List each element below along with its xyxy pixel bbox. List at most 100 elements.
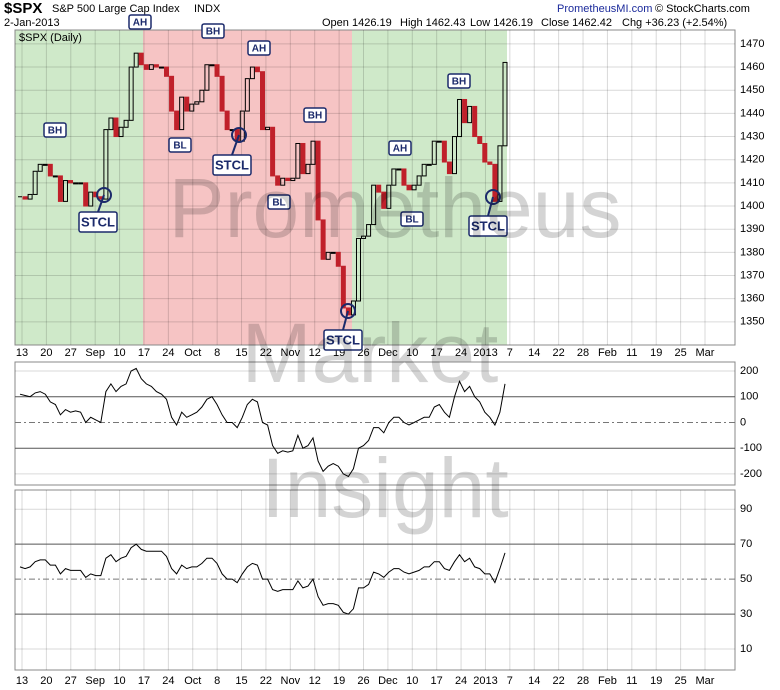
x-tick-label: Oct (184, 675, 201, 687)
callout-line (97, 194, 105, 213)
annotation-label: STCL (215, 157, 249, 172)
x-tick-label: 24 (455, 347, 467, 359)
x-tick-label: 17 (431, 675, 443, 687)
callout-line (487, 196, 494, 217)
candle (265, 126, 271, 131)
candle (260, 71, 265, 131)
quote: Open 1426.19 (322, 17, 392, 29)
annotation: STCL (468, 215, 508, 237)
annotation-label: STCL (326, 332, 360, 347)
x-tick-label: Nov (281, 347, 301, 359)
annotation-box (128, 14, 152, 30)
candle (361, 235, 367, 239)
candle (153, 64, 159, 68)
annotation-box (267, 194, 291, 210)
x-tick-label: Dec (378, 675, 398, 687)
x-tick-label: 25 (674, 675, 686, 687)
candle (305, 163, 311, 175)
candle (502, 61, 508, 147)
candle (467, 105, 473, 124)
y-tick-label: 50 (740, 573, 752, 585)
watermark: Insight (261, 441, 509, 535)
annotation: BL (267, 194, 291, 210)
x-tick-label: 19 (650, 675, 662, 687)
candle (386, 184, 392, 209)
candle (52, 175, 58, 178)
x-tick-label: Nov (281, 675, 301, 687)
exchange: INDX (194, 3, 221, 15)
candle (285, 177, 291, 182)
candle (295, 142, 301, 179)
candle (391, 168, 397, 186)
annotation-label: BL (173, 141, 186, 152)
indicator-line (19, 367, 506, 478)
annotation-label: STCL (471, 218, 505, 233)
callout-circle (485, 189, 501, 205)
annotation-box (168, 137, 192, 153)
quote: High 1462.43 (400, 17, 465, 29)
callout-circle (96, 187, 112, 203)
candle (275, 175, 281, 186)
candle (406, 184, 412, 191)
quote: Low 1426.19 (470, 17, 533, 29)
source[interactable]: PrometheusMI.com (557, 3, 652, 15)
candle (310, 140, 316, 165)
y-tick-label: 1350 (740, 316, 764, 328)
x-tick-label: 27 (65, 347, 77, 359)
candle (421, 163, 427, 177)
x-tick-label: 20 (40, 347, 52, 359)
candle (446, 161, 452, 175)
x-tick-label: 20 (40, 675, 52, 687)
candle (103, 129, 109, 200)
candle (209, 64, 215, 67)
x-tick-label: 10 (406, 675, 418, 687)
panel-frame (14, 29, 736, 346)
indicator-line (19, 543, 506, 615)
panel-frame (14, 361, 736, 486)
candle (315, 140, 321, 221)
x-tick-label: 22 (553, 675, 565, 687)
candle (477, 136, 483, 144)
candle (254, 66, 260, 73)
annotation-box (43, 122, 67, 138)
callout-circle (340, 303, 356, 319)
candle (143, 64, 149, 70)
x-tick-label: 17 (138, 675, 150, 687)
callout-line (342, 310, 349, 331)
candle (457, 98, 463, 138)
x-tick-label: Sep (85, 675, 105, 687)
y-tick-label: 100 (740, 391, 758, 403)
candle (78, 182, 84, 185)
x-tick-label: 22 (260, 675, 272, 687)
annotation: BH (201, 23, 225, 39)
y-tick-label: 1420 (740, 154, 764, 166)
x-tick-label: 11 (626, 347, 637, 359)
annotation-label: BL (405, 215, 418, 226)
candle (123, 119, 129, 128)
candle (340, 265, 346, 309)
candle (169, 75, 175, 112)
candle (118, 126, 124, 138)
candle (164, 66, 170, 77)
candle (290, 177, 296, 182)
annotation-label: BH (452, 77, 466, 88)
candle (482, 142, 488, 163)
candle (416, 175, 422, 186)
x-tick-label: Oct (184, 347, 201, 359)
x-tick-label: 19 (650, 347, 662, 359)
x-tick-label: 22 (553, 347, 565, 359)
y-tick-label: 1380 (740, 246, 764, 258)
candle (32, 170, 38, 195)
candle (113, 117, 119, 138)
annotation-label: AH (133, 18, 147, 29)
x-tick-label: 11 (626, 675, 637, 687)
y-tick-label: 1390 (740, 223, 764, 235)
y-tick-label: 1400 (740, 200, 764, 212)
quote: Close 1462.42 (541, 17, 612, 29)
annotation-label: BL (272, 198, 285, 209)
bull-zone (15, 30, 143, 345)
callout-circle (231, 127, 247, 143)
annotation-box (247, 40, 271, 56)
x-tick-label: 14 (528, 347, 540, 359)
x-tick-label: 15 (235, 675, 247, 687)
